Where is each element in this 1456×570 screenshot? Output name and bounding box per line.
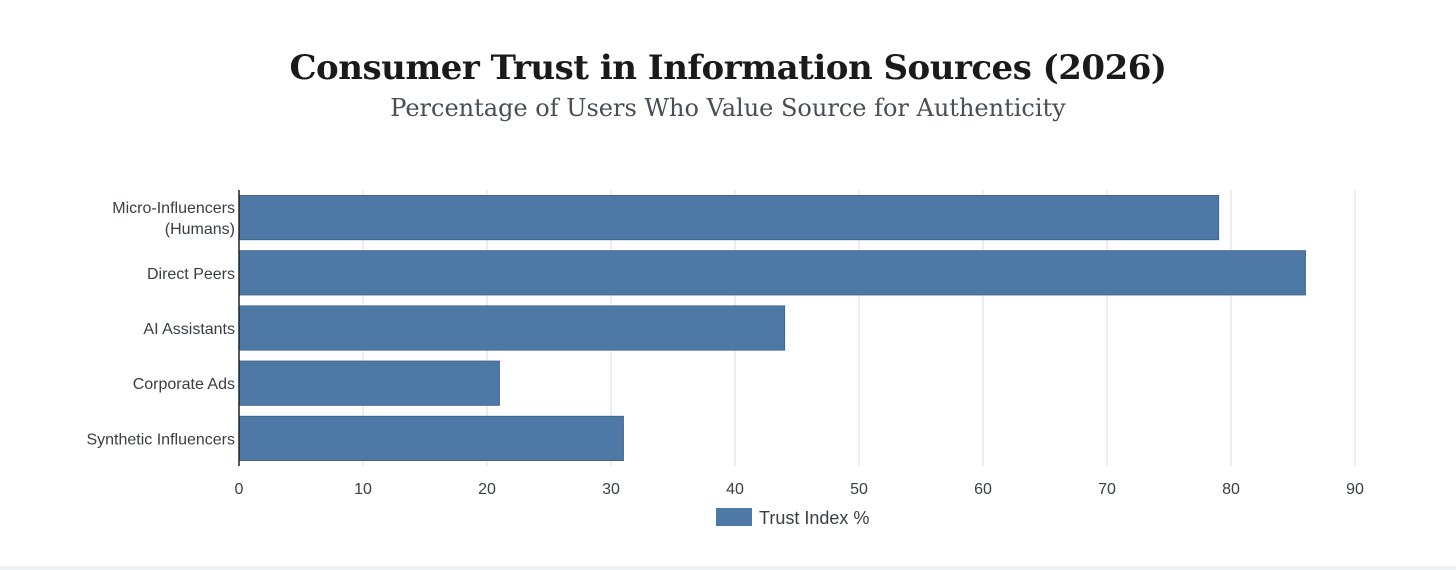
legend-swatch	[716, 508, 752, 526]
x-tick-label: 60	[974, 481, 992, 498]
bar-4	[238, 415, 624, 461]
category-labels: Micro-Influencers (Humans) Direct Peers AI …	[86, 200, 235, 448]
chart-subtitle: Percentage of Users Who Value Source for…	[390, 94, 1066, 122]
category-label: Synthetic Influencers	[86, 431, 235, 448]
x-tick-label: 50	[850, 481, 868, 498]
category-label: Direct Peers	[147, 266, 235, 283]
x-axis-ticks: 0 10 20 30 40 50 60 70 80 90	[235, 481, 1364, 498]
legend: Trust Index %	[716, 508, 869, 528]
x-tick-label: 80	[1222, 481, 1240, 498]
category-label: AI Assistants	[143, 321, 235, 338]
category-label: Corporate Ads	[133, 376, 235, 393]
x-tick-label: 70	[1098, 481, 1116, 498]
bottom-divider	[0, 566, 1456, 570]
category-label: (Humans)	[165, 221, 235, 238]
x-tick-label: 0	[235, 481, 244, 498]
x-tick-label: 20	[478, 481, 496, 498]
bar-2	[238, 305, 786, 351]
chart-title: Consumer Trust in Information Sources (2…	[289, 48, 1167, 88]
category-label: Micro-Influencers	[112, 200, 235, 217]
bars	[238, 195, 1306, 461]
bar-1	[238, 250, 1306, 296]
x-tick-label: 10	[354, 481, 372, 498]
legend-label: Trust Index %	[759, 508, 869, 528]
x-tick-label: 90	[1346, 481, 1364, 498]
bar-3	[238, 360, 500, 406]
bar-0	[238, 195, 1220, 241]
x-tick-label: 30	[602, 481, 620, 498]
x-tick-label: 40	[726, 481, 744, 498]
